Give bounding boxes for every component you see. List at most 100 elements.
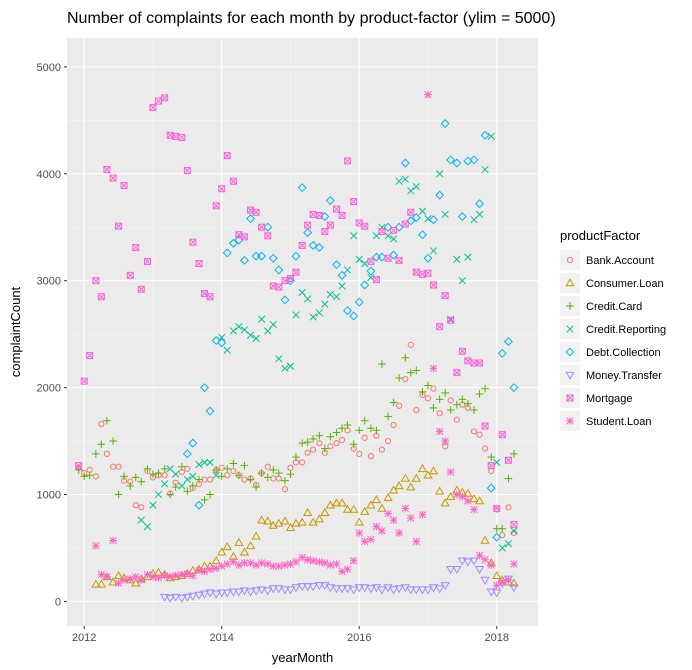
x-axis-ticks: 2012 2014 2016 2018: [72, 626, 509, 644]
data-point: [417, 230, 427, 240]
y-tick-label: 5000: [37, 62, 61, 74]
data-point: [406, 216, 416, 226]
series-credit-reporting: [137, 132, 518, 552]
legend-symbol: [565, 347, 575, 357]
data-point: [310, 446, 317, 453]
legend-symbol: [566, 417, 574, 425]
data-point: [183, 487, 192, 496]
data-point: [372, 426, 381, 435]
data-point: [360, 416, 369, 425]
data-point: [184, 465, 191, 472]
data-point: [435, 486, 445, 495]
data-point: [475, 390, 484, 398]
data-point: [464, 253, 472, 261]
legend-symbol: [565, 371, 575, 380]
data-point: [498, 431, 506, 439]
data-point: [383, 492, 393, 502]
data-point: [224, 472, 231, 479]
data-point: [292, 558, 300, 566]
data-point: [217, 338, 227, 348]
data-point: [321, 228, 329, 236]
data-point: [338, 436, 346, 444]
data-point: [115, 463, 122, 470]
data-point: [469, 493, 479, 503]
data-point: [165, 594, 175, 604]
series-debt-collection: [182, 119, 519, 542]
data-point: [367, 424, 375, 433]
data-point: [298, 288, 306, 297]
data-point: [154, 469, 163, 477]
legend-key: [560, 250, 580, 270]
data-point: [212, 202, 220, 210]
data-point: [453, 416, 460, 423]
data-point: [281, 561, 289, 569]
data-point: [178, 133, 186, 141]
data-point: [395, 374, 403, 382]
data-point: [182, 449, 192, 459]
data-point: [440, 498, 450, 507]
data-point: [240, 461, 249, 470]
data-point: [440, 582, 450, 591]
data-point: [170, 593, 181, 602]
data-point: [235, 323, 243, 331]
y-axis-ticks: 0 1000 2000 3000 4000 5000: [37, 62, 67, 608]
data-point: [486, 483, 496, 493]
data-point: [200, 383, 210, 393]
data-point: [275, 355, 283, 363]
x-tick-label: 2016: [347, 632, 371, 644]
data-point: [424, 395, 432, 402]
data-point: [446, 566, 456, 575]
data-point: [291, 251, 301, 261]
data-point: [436, 170, 444, 178]
data-point: [178, 462, 186, 471]
data-point: [292, 268, 300, 276]
data-point: [211, 555, 221, 565]
data-point: [486, 588, 496, 597]
data-point: [92, 450, 100, 458]
data-point: [332, 293, 341, 301]
legend-label: Mortgage: [586, 393, 632, 405]
data-point: [429, 247, 438, 255]
data-points: [74, 90, 519, 604]
data-point: [291, 518, 301, 527]
data-point: [211, 590, 221, 599]
data-point: [239, 587, 250, 596]
data-point: [458, 395, 467, 404]
data-point: [315, 211, 323, 219]
data-point: [115, 222, 123, 230]
data-point: [503, 337, 513, 347]
data-point: [474, 496, 485, 505]
data-point: [309, 313, 317, 321]
data-point: [109, 437, 117, 445]
data-point: [286, 470, 295, 478]
data-point: [429, 281, 437, 289]
data-point: [342, 585, 353, 594]
data-point: [194, 591, 204, 600]
data-point: [171, 571, 180, 580]
data-point: [470, 406, 478, 414]
data-point: [299, 459, 306, 466]
data-point: [263, 516, 273, 525]
x-tick-label: 2014: [209, 632, 233, 644]
data-point: [98, 420, 105, 428]
data-point: [114, 490, 123, 499]
data-point: [475, 551, 484, 560]
data-point: [138, 504, 145, 511]
data-point: [378, 228, 386, 236]
data-point: [137, 516, 145, 524]
data-point: [195, 260, 203, 268]
data-point: [344, 157, 352, 165]
data-point: [160, 480, 169, 488]
data-point: [302, 583, 313, 592]
y-tick-label: 4000: [37, 169, 61, 181]
data-point: [354, 517, 364, 526]
data-point: [171, 470, 180, 478]
data-point: [268, 253, 278, 263]
data-point: [417, 464, 428, 473]
data-point: [469, 557, 479, 566]
data-point: [458, 492, 467, 501]
data-point: [314, 514, 325, 523]
data-point: [218, 185, 226, 193]
data-point: [349, 586, 359, 595]
data-point: [200, 567, 209, 576]
